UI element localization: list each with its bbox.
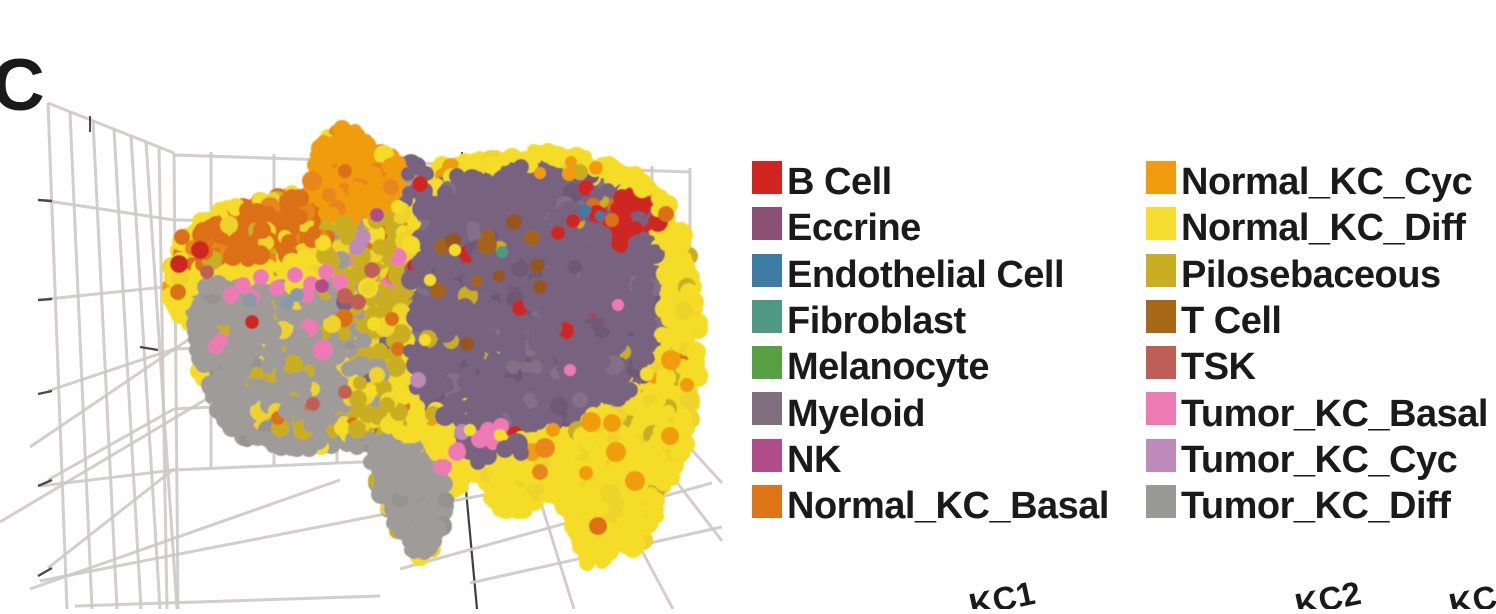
svg-text:TSK: TSK [1181,346,1257,388]
svg-text:Normal_KC_Diff: Normal_KC_Diff [1181,207,1466,249]
svg-text:Tumor_KC_Diff: Tumor_KC_Diff [1181,485,1451,527]
svg-text:Tumor_KC_Cyc: Tumor_KC_Cyc [1181,439,1458,481]
svg-text:T Cell: T Cell [1181,300,1281,342]
svg-text:Endothelial Cell: Endothelial Cell [787,254,1064,296]
svg-text:Normal_KC_Basal: Normal_KC_Basal [787,485,1109,527]
svg-text:Melanocyte: Melanocyte [787,346,989,388]
svg-text:C: C [0,45,45,126]
svg-text:Tumor_KC_Basal: Tumor_KC_Basal [1181,393,1488,435]
svg-text:Myeloid: Myeloid [787,393,925,435]
svg-text:Eccrine: Eccrine [787,207,921,249]
svg-text:Pilosebaceous: Pilosebaceous [1181,254,1441,296]
svg-text:NK: NK [787,439,842,481]
svg-text:B Cell: B Cell [787,161,892,203]
svg-text:Fibroblast: Fibroblast [787,300,967,342]
svg-text:Normal_KC_Cyc: Normal_KC_Cyc [1181,161,1473,203]
